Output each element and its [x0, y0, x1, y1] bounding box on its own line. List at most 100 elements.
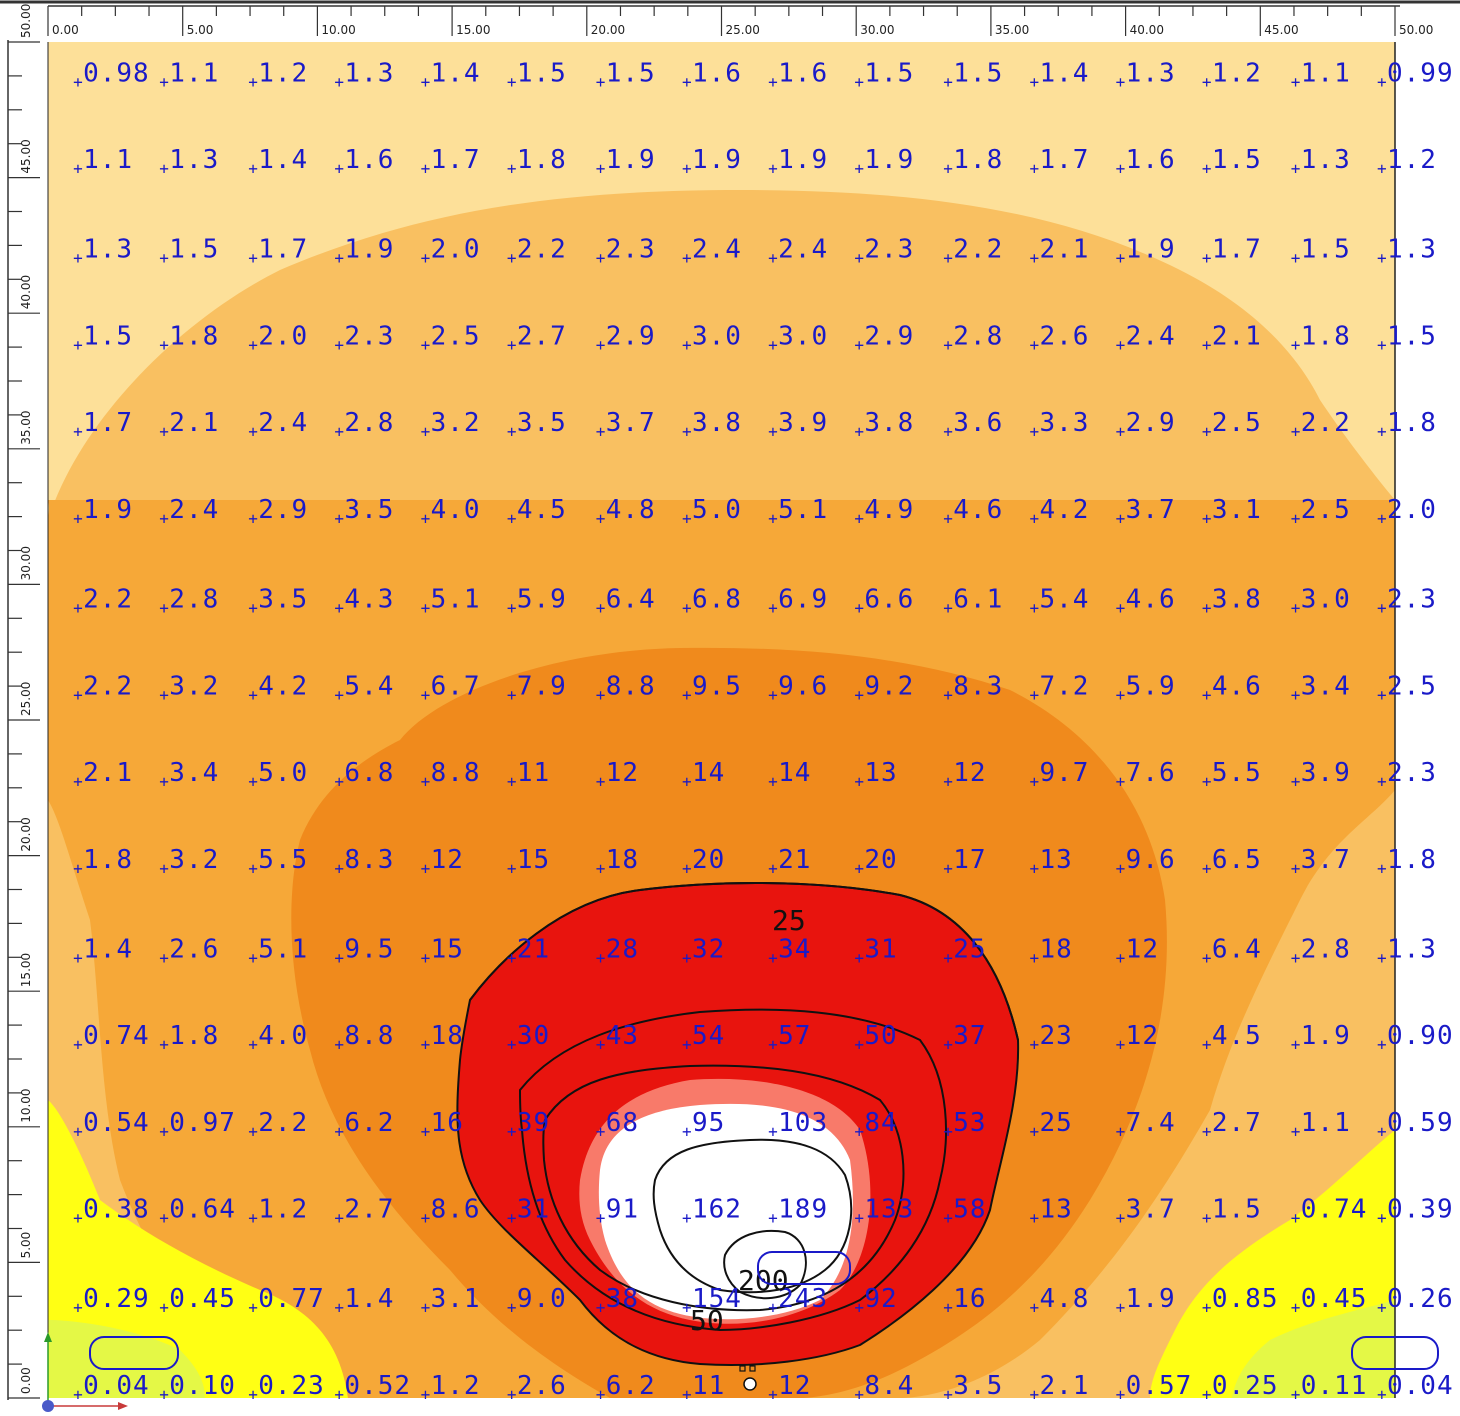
grid-value: +6.6: [854, 585, 913, 618]
grid-value: +5.5: [248, 845, 307, 878]
grid-value-label: 243: [778, 1284, 828, 1314]
grid-value-label: 2.4: [692, 235, 742, 265]
grid-point-marker: +: [1029, 509, 1039, 528]
grid-value: +1.9: [682, 145, 741, 178]
grid-point-marker: +: [421, 249, 431, 268]
grid-value: +13: [1029, 845, 1071, 878]
grid-value: +2.2: [943, 235, 1002, 268]
grid-value: +3.5: [248, 585, 307, 618]
grid-value: +1.6: [334, 145, 393, 178]
grid-value-label: 2.3: [1387, 585, 1437, 615]
grid-value-label: 20: [864, 845, 897, 875]
isoline-50: [518, 1008, 947, 1332]
grid-point-marker: +: [334, 1122, 344, 1141]
grid-value: +4.9: [854, 495, 913, 528]
y-tick-label: 35.00: [19, 410, 33, 444]
grid-value-label: 1.3: [83, 235, 133, 265]
grid-value: +17: [943, 845, 985, 878]
grid-value-label: 1.2: [258, 58, 308, 88]
zone-yellowgreen-left: [48, 1320, 205, 1398]
grid-point-marker: +: [854, 859, 864, 878]
x-tick-label: 5.00: [187, 23, 214, 37]
grid-value: +12: [768, 1371, 810, 1404]
grid-value: +1.3: [1377, 934, 1436, 967]
grid-point-marker: +: [159, 948, 169, 967]
grid-point-marker: +: [943, 948, 953, 967]
grid-value-label: 3.9: [1301, 758, 1351, 788]
x-tick-label: 0.00: [52, 23, 79, 37]
grid-point-marker: +: [334, 159, 344, 178]
grid-point-marker: +: [248, 772, 258, 791]
grid-value-label: 0.64: [169, 1195, 236, 1225]
grid-value: +1.9: [1116, 1284, 1175, 1317]
grid-point-marker: +: [596, 159, 606, 178]
grid-value-label: 2.5: [431, 321, 481, 351]
grid-point-marker: +: [768, 859, 778, 878]
grid-value: +3.7: [1291, 845, 1350, 878]
grid-point-marker: +: [943, 422, 953, 441]
grid-value-label: 6.8: [692, 585, 742, 615]
grid-value-label: 14: [778, 758, 811, 788]
grid-value-label: 1.8: [169, 1021, 219, 1051]
grid-value-label: 31: [517, 1195, 550, 1225]
grid-point-marker: +: [1029, 1122, 1039, 1141]
grid-point-marker: +: [159, 1209, 169, 1228]
grid-value-label: 7.6: [1126, 758, 1176, 788]
grid-value-label: 14: [692, 758, 725, 788]
grid-value: +2.8: [943, 321, 1002, 354]
grid-point-marker: +: [1291, 599, 1301, 618]
grid-value-label: 0.54: [83, 1108, 150, 1138]
grid-value: +1.2: [248, 58, 308, 91]
grid-point-marker: +: [682, 599, 692, 618]
grid-point-marker: +: [248, 422, 258, 441]
grid-point-marker: +: [73, 159, 83, 178]
grid-value: +0.85: [1202, 1284, 1278, 1317]
grid-value-label: 1.5: [169, 235, 219, 265]
grid-point-marker: +: [421, 72, 431, 91]
grid-point-marker: +: [159, 249, 169, 268]
contour-label-50: 50: [690, 1304, 724, 1337]
grid-value: +1.2: [421, 1371, 480, 1404]
min-value-box-right: [1351, 1336, 1439, 1370]
grid-value: +2.2: [1291, 408, 1350, 441]
grid-point-marker: +: [1202, 948, 1212, 967]
grid-value: +1.9: [334, 235, 393, 268]
grid-value-label: 32: [692, 934, 725, 964]
grid-point-marker: +: [1291, 1122, 1301, 1141]
grid-point-marker: +: [1202, 249, 1212, 268]
grid-value-label: 4.8: [1039, 1284, 1089, 1314]
grid-value-label: 1.4: [83, 934, 133, 964]
grid-point-marker: +: [248, 1209, 258, 1228]
grid-point-marker: +: [421, 335, 431, 354]
grid-point-marker: +: [73, 335, 83, 354]
grid-point-marker: +: [248, 335, 258, 354]
grid-value: +15: [421, 934, 463, 967]
grid-point-marker: +: [768, 1385, 778, 1404]
grid-value-label: 43: [606, 1021, 639, 1051]
isoline-150: [652, 1138, 853, 1294]
grid-value-label: 1.8: [1387, 408, 1437, 438]
grid-value-label: 0.74: [83, 1021, 150, 1051]
grid-value-label: 2.2: [83, 671, 133, 701]
grid-value: +5.1: [248, 934, 307, 967]
grid-value: +68: [596, 1108, 638, 1141]
grid-value-label: 3.0: [778, 321, 828, 351]
grid-value-label: 2.0: [431, 235, 481, 265]
grid-value-label: 154: [692, 1284, 742, 1314]
grid-value-label: 3.4: [169, 758, 219, 788]
grid-point-marker: +: [421, 1122, 431, 1141]
grid-value-label: 9.6: [1126, 845, 1176, 875]
grid-value: +5.0: [248, 758, 307, 791]
grid-point-marker: +: [1202, 422, 1212, 441]
grid-value-label: 3.5: [953, 1371, 1003, 1401]
grid-point-marker: +: [1116, 948, 1126, 967]
grid-value-label: 1.3: [1126, 58, 1176, 88]
grid-value: +3.4: [1291, 671, 1350, 704]
grid-value-label: 25: [1039, 1108, 1072, 1138]
grid-point-marker: +: [854, 159, 864, 178]
grid-value: +9.5: [682, 671, 741, 704]
grid-point-marker: +: [421, 1298, 431, 1317]
grid-value: +3.1: [1202, 495, 1261, 528]
grid-point-marker: +: [507, 948, 517, 967]
grid-value: +13: [1029, 1195, 1071, 1228]
